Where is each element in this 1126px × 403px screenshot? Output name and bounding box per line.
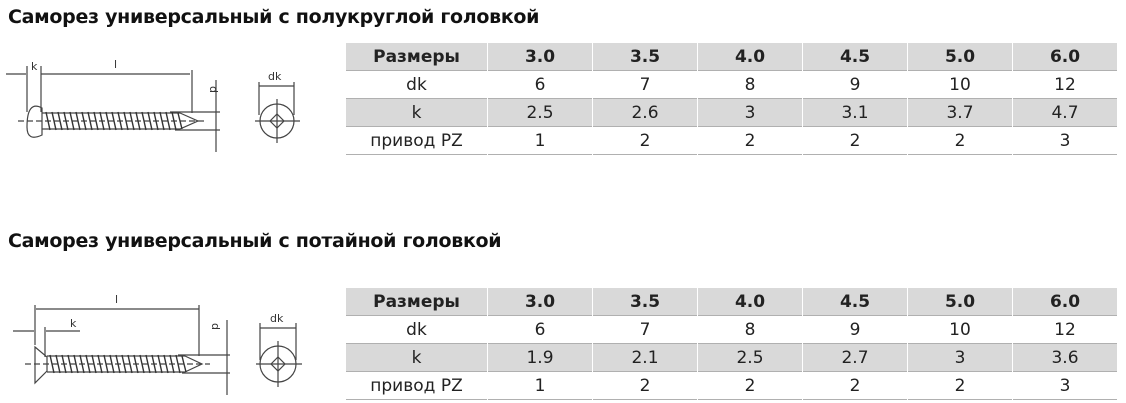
table-cell: 6 xyxy=(487,315,593,344)
section-title-pan-head: Саморез универсальный с полукруглой голо… xyxy=(8,6,540,28)
row-label: dk xyxy=(345,70,488,99)
header-cell: 6.0 xyxy=(1012,43,1118,71)
table-header-row: Размеры 3.0 3.5 4.0 4.5 5.0 6.0 xyxy=(345,288,1118,316)
table-cell: 9 xyxy=(802,315,908,344)
table-row: привод PZ 1 2 2 2 2 3 xyxy=(345,371,1118,400)
table-row: dk 6 7 8 9 10 12 xyxy=(345,70,1118,99)
table-cell: 2 xyxy=(697,371,803,400)
table-cell: 2 xyxy=(592,371,698,400)
section-title-countersunk-head: Саморез универсальный с потайной головко… xyxy=(8,230,502,252)
label-k: k xyxy=(31,60,38,73)
header-cell: Размеры xyxy=(345,288,488,316)
table-row: привод PZ 1 2 2 2 2 3 xyxy=(345,126,1118,155)
header-cell: 3.5 xyxy=(592,43,698,71)
table-header-row: Размеры 3.0 3.5 4.0 4.5 5.0 6.0 xyxy=(345,43,1118,71)
table-cell: 1 xyxy=(487,371,593,400)
table-cell: 8 xyxy=(697,70,803,99)
table-cell: 2.6 xyxy=(592,98,698,127)
header-cell: 3.0 xyxy=(487,43,593,71)
table-cell: 7 xyxy=(592,315,698,344)
header-cell: 4.0 xyxy=(697,288,803,316)
table-cell: 2 xyxy=(907,371,1013,400)
screw-diagram-countersunk-head: k l d dk xyxy=(13,293,302,395)
table-cell: 3 xyxy=(907,343,1013,372)
header-cell: Размеры xyxy=(345,43,488,71)
table-cell: 2 xyxy=(697,126,803,155)
label-dk: dk xyxy=(270,312,284,325)
table-cell: 2.1 xyxy=(592,343,698,372)
table-cell: 3 xyxy=(697,98,803,127)
table-cell: 1 xyxy=(487,126,593,155)
label-d: d xyxy=(207,86,220,93)
table-cell: 10 xyxy=(907,315,1013,344)
row-label: dk xyxy=(345,315,488,344)
pan-head-screw-drawing xyxy=(6,66,300,152)
row-label: привод PZ xyxy=(345,371,488,400)
table-cell: 8 xyxy=(697,315,803,344)
row-label: k xyxy=(345,98,488,127)
table-cell: 9 xyxy=(802,70,908,99)
table-cell: 12 xyxy=(1012,70,1118,99)
header-cell: 4.0 xyxy=(697,43,803,71)
table-cell: 3.7 xyxy=(907,98,1013,127)
table-row: dk 6 7 8 9 10 12 xyxy=(345,315,1118,344)
dimensions-table-countersunk-head: Размеры 3.0 3.5 4.0 4.5 5.0 6.0 dk 6 7 8… xyxy=(345,288,1118,400)
header-cell: 6.0 xyxy=(1012,288,1118,316)
table-cell: 2 xyxy=(907,126,1013,155)
table-cell: 7 xyxy=(592,70,698,99)
thread-lines-countersunk xyxy=(49,354,187,374)
header-cell: 3.5 xyxy=(592,288,698,316)
table-cell: 2.5 xyxy=(487,98,593,127)
header-cell: 3.0 xyxy=(487,288,593,316)
header-cell: 4.5 xyxy=(802,43,908,71)
table-cell: 2.5 xyxy=(697,343,803,372)
label-dk: dk xyxy=(268,70,282,83)
table-row: k 1.9 2.1 2.5 2.7 3 3.6 xyxy=(345,343,1118,372)
table-cell: 2 xyxy=(802,371,908,400)
table-cell: 12 xyxy=(1012,315,1118,344)
countersunk-screw-drawing xyxy=(13,305,302,395)
table-row: k 2.5 2.6 3 3.1 3.7 4.7 xyxy=(345,98,1118,127)
table-cell: 2 xyxy=(802,126,908,155)
label-d: d xyxy=(209,323,222,330)
dimensions-table-pan-head: Размеры 3.0 3.5 4.0 4.5 5.0 6.0 dk 6 7 8… xyxy=(345,43,1118,155)
table-cell: 2 xyxy=(592,126,698,155)
label-k: k xyxy=(70,317,77,330)
row-label: k xyxy=(345,343,488,372)
table-cell: 3.6 xyxy=(1012,343,1118,372)
header-cell: 4.5 xyxy=(802,288,908,316)
table-cell: 4.7 xyxy=(1012,98,1118,127)
label-l: l xyxy=(114,58,117,71)
table-cell: 3.1 xyxy=(802,98,908,127)
thread-lines-pan xyxy=(45,111,183,131)
header-cell: 5.0 xyxy=(907,43,1013,71)
screw-diagram-pan-head: k l d dk xyxy=(6,58,300,152)
table-cell: 1.9 xyxy=(487,343,593,372)
table-cell: 3 xyxy=(1012,126,1118,155)
table-cell: 10 xyxy=(907,70,1013,99)
table-cell: 6 xyxy=(487,70,593,99)
table-cell: 2.7 xyxy=(802,343,908,372)
row-label: привод PZ xyxy=(345,126,488,155)
label-l: l xyxy=(115,293,118,306)
table-cell: 3 xyxy=(1012,371,1118,400)
header-cell: 5.0 xyxy=(907,288,1013,316)
